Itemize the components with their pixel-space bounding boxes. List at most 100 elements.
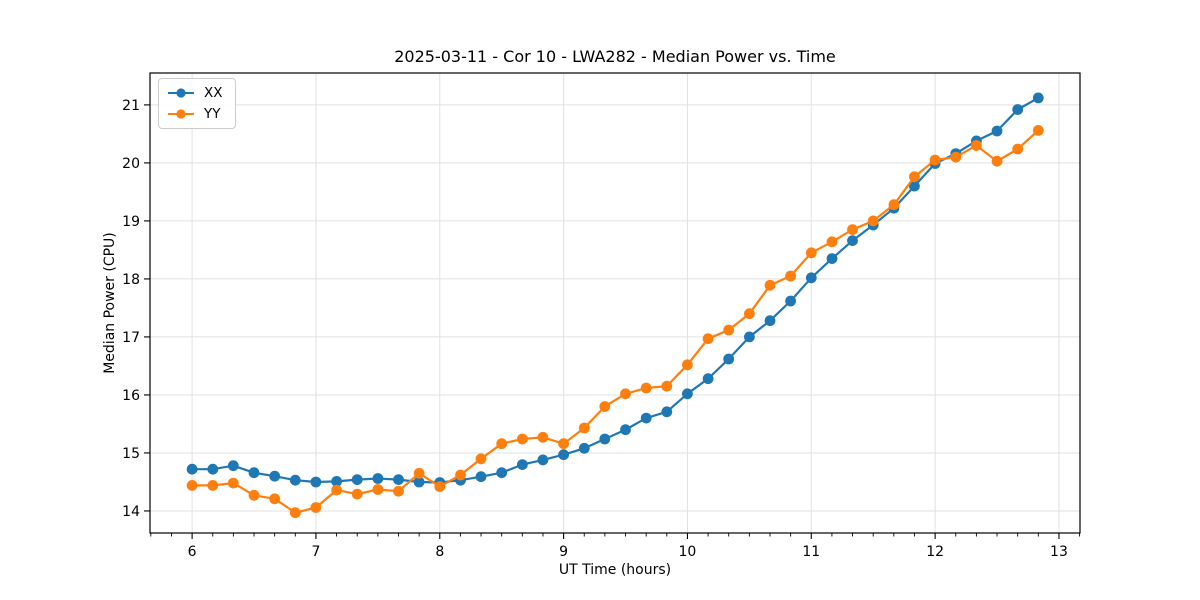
- data-point-yy: [496, 438, 508, 450]
- data-point-yy: [310, 502, 322, 513]
- data-point-yy: [558, 438, 569, 450]
- data-point-yy: [289, 507, 301, 519]
- y-tick-label: 19: [122, 214, 140, 230]
- data-point-xx: [351, 474, 363, 485]
- data-point-yy: [248, 489, 260, 501]
- data-point-xx: [558, 449, 569, 461]
- series-line-xx: [191, 96, 1040, 484]
- data-point-yy: [888, 199, 900, 211]
- data-point-yy: [991, 155, 1003, 167]
- data-point-yy: [599, 401, 611, 412]
- legend-item-xx: XX: [167, 84, 223, 102]
- legend-label-xx: XX: [204, 85, 223, 101]
- y-axis-label: Median Power (CPU): [102, 232, 118, 374]
- data-point-yy: [661, 380, 673, 392]
- data-point-xx: [847, 235, 858, 247]
- y-tick-label: 14: [122, 504, 140, 520]
- data-point-yy: [640, 382, 652, 394]
- y-tick-label: 20: [122, 156, 140, 172]
- data-point-xx: [537, 454, 549, 466]
- data-point-xx: [517, 459, 528, 470]
- data-point-yy: [723, 324, 735, 336]
- data-point-yy: [186, 480, 198, 491]
- data-point-xx: [289, 474, 301, 486]
- data-point-xx: [227, 460, 239, 472]
- data-point-yy: [455, 469, 466, 481]
- data-point-yy: [950, 151, 962, 163]
- data-point-xx: [310, 476, 322, 488]
- yy-line-marker-icon: [168, 109, 194, 119]
- x-tick-label: 13: [1050, 544, 1068, 560]
- data-point-xx: [909, 180, 920, 192]
- data-point-xx: [413, 476, 425, 488]
- data-point-yy: [578, 422, 590, 434]
- y-tick-label: 15: [122, 446, 140, 462]
- data-point-xx: [826, 253, 838, 264]
- data-point-yy: [620, 388, 631, 400]
- data-point-yy: [269, 493, 281, 505]
- data-point-xx: [1012, 104, 1024, 115]
- x-axis-label: UT Time (hours): [558, 562, 672, 578]
- data-point-xx: [764, 315, 776, 327]
- x-tick-label: 12: [926, 544, 944, 560]
- data-point-xx: [744, 331, 755, 343]
- data-point-yy: [744, 308, 755, 320]
- legend-item-yy: YY: [167, 105, 223, 123]
- data-point-xx: [640, 412, 652, 424]
- x-tick-label: 8: [435, 544, 444, 560]
- data-point-xx: [331, 476, 342, 487]
- data-point-xx: [702, 373, 714, 385]
- data-point-yy: [702, 333, 714, 345]
- data-point-yy: [805, 247, 817, 259]
- data-point-xx: [578, 442, 590, 454]
- data-point-xx: [723, 353, 735, 365]
- data-point-xx: [785, 295, 796, 307]
- data-point-yy: [847, 224, 858, 236]
- y-tick-label: 18: [122, 272, 140, 288]
- data-point-yy: [475, 453, 487, 465]
- xx-line-marker-icon: [168, 88, 194, 98]
- legend: XX YY: [158, 78, 236, 129]
- data-point-xx: [269, 470, 281, 482]
- y-tick-label: 16: [122, 388, 140, 404]
- y-tick-label: 21: [122, 98, 140, 114]
- data-point-yy: [764, 279, 776, 291]
- data-point-xx: [248, 467, 260, 479]
- data-point-xx: [991, 125, 1003, 137]
- data-point-yy: [537, 431, 549, 443]
- data-point-yy: [331, 484, 342, 496]
- axes-spines: [149, 72, 1081, 534]
- x-tick-label: 9: [559, 544, 568, 560]
- data-point-xx: [372, 473, 384, 484]
- data-point-yy: [682, 359, 693, 371]
- data-point-yy: [413, 467, 425, 479]
- x-tick-label: 6: [188, 544, 197, 560]
- data-point-xx: [661, 406, 673, 418]
- data-point-xx: [393, 474, 404, 485]
- data-point-xx: [475, 471, 487, 483]
- data-point-xx: [186, 463, 198, 475]
- data-point-xx: [496, 467, 508, 479]
- data-point-yy: [517, 433, 528, 445]
- data-point-yy: [1032, 124, 1044, 136]
- x-tick-label: 11: [802, 544, 820, 560]
- data-point-yy: [929, 154, 941, 166]
- legend-label-yy: YY: [204, 106, 221, 122]
- data-point-xx: [1032, 92, 1044, 104]
- y-tick-label: 17: [122, 330, 140, 346]
- data-point-yy: [909, 171, 920, 183]
- data-point-yy: [393, 485, 404, 497]
- data-point-xx: [805, 272, 817, 284]
- data-point-yy: [867, 215, 879, 227]
- chart-title: 2025-03-11 - Cor 10 - LWA282 - Median Po…: [394, 47, 836, 66]
- x-tick-label: 7: [311, 544, 320, 560]
- data-point-yy: [826, 236, 838, 248]
- x-tick-label: 10: [679, 544, 697, 560]
- data-point-yy: [1012, 143, 1024, 155]
- data-point-yy: [971, 140, 982, 151]
- data-point-yy: [227, 477, 239, 489]
- data-point-yy: [207, 480, 219, 491]
- data-point-yy: [434, 481, 446, 492]
